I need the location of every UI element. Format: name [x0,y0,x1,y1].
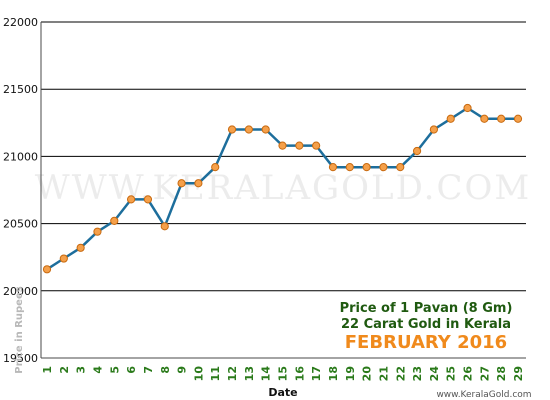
y-tick-label: 22000 [3,16,38,29]
x-tick-label: 8 [159,366,172,374]
data-point [446,114,455,123]
y-tick-label: 20500 [3,218,38,231]
y-tick-label: 20000 [3,285,38,298]
data-point [328,163,338,172]
x-tick-label: 21 [377,366,390,381]
data-point [76,243,85,252]
x-tick-label: 15 [277,366,290,381]
series-price [42,103,523,274]
x-tick-label: 1 [41,366,54,374]
x-tick-label: 17 [310,366,323,381]
grid-lines [41,21,526,292]
x-tick-label: 5 [108,366,121,374]
data-point [261,125,270,134]
x-tick-label: 7 [142,366,155,374]
data-point [177,179,186,188]
x-tick-label: 6 [125,366,138,374]
data-point [463,103,472,113]
x-tick-label: 9 [176,366,189,374]
x-tick-label: 19 [344,366,357,381]
x-tick-label: 25 [445,366,458,381]
axes [40,22,526,359]
x-tick-label: 11 [209,366,222,381]
x-axis-label: Date [268,386,297,399]
x-tick-label: 28 [495,366,508,381]
data-point [396,163,405,172]
chart-title-line-1: Price of 1 Pavan (8 Gm) [340,301,513,316]
x-tick-label: 12 [226,366,239,381]
data-point [227,125,237,134]
data-point [345,163,354,172]
x-tick-label: 3 [75,366,88,374]
data-point [412,146,422,156]
data-point [42,265,52,274]
x-tick-label: 24 [428,366,441,382]
x-tick-label: 26 [462,366,475,382]
x-tick-label: 18 [327,366,340,381]
x-tick-label: 4 [91,366,104,374]
x-tick-label: 10 [192,366,205,382]
data-point [429,125,438,134]
data-point [194,179,203,188]
data-point [211,163,220,172]
chart-subtitle: FEBRUARY 2016 [345,332,507,353]
x-tick-label: 2 [58,366,71,374]
data-point [379,163,388,172]
data-point [59,254,68,263]
data-point [244,125,253,134]
y-tick-label: 21000 [3,150,38,163]
x-tick-label: 20 [361,366,374,382]
data-point [143,195,153,204]
y-axis-label: Price in Rupees [14,286,25,373]
watermark: WWW.KERALAGOLD.COM [35,168,531,208]
chart-title-line-2: 22 Carat Gold in Kerala [341,317,511,332]
data-point [278,141,287,150]
data-point [93,227,102,236]
data-point [312,141,321,150]
y-tick-label: 19500 [3,352,38,365]
x-tick-label: 29 [512,366,525,381]
x-tick-label: 23 [411,366,424,381]
data-point [295,141,304,150]
x-tick-label: 13 [243,366,256,381]
data-point [480,114,489,123]
y-tick-labels: 19500 20000 20500 21000 21500 22000 [3,16,38,365]
data-point [362,163,371,172]
y-tick-label: 21500 [3,83,38,96]
x-tick-labels: 1 2 3 4 5 6 7 8 9 10 11 12 13 14 15 16 17 18 19 20 21 22 23 24 2… [41,366,525,382]
site-credit: www.KeralaGold.com [436,390,531,400]
x-tick-label: 14 [260,366,273,382]
x-tick-label: 16 [293,366,306,382]
x-tick-label: 22 [394,366,407,381]
data-point [127,195,136,204]
data-point [110,216,119,226]
data-point [513,114,523,123]
x-tick-label: 27 [478,366,491,381]
data-point [160,222,169,231]
data-point [497,114,506,123]
